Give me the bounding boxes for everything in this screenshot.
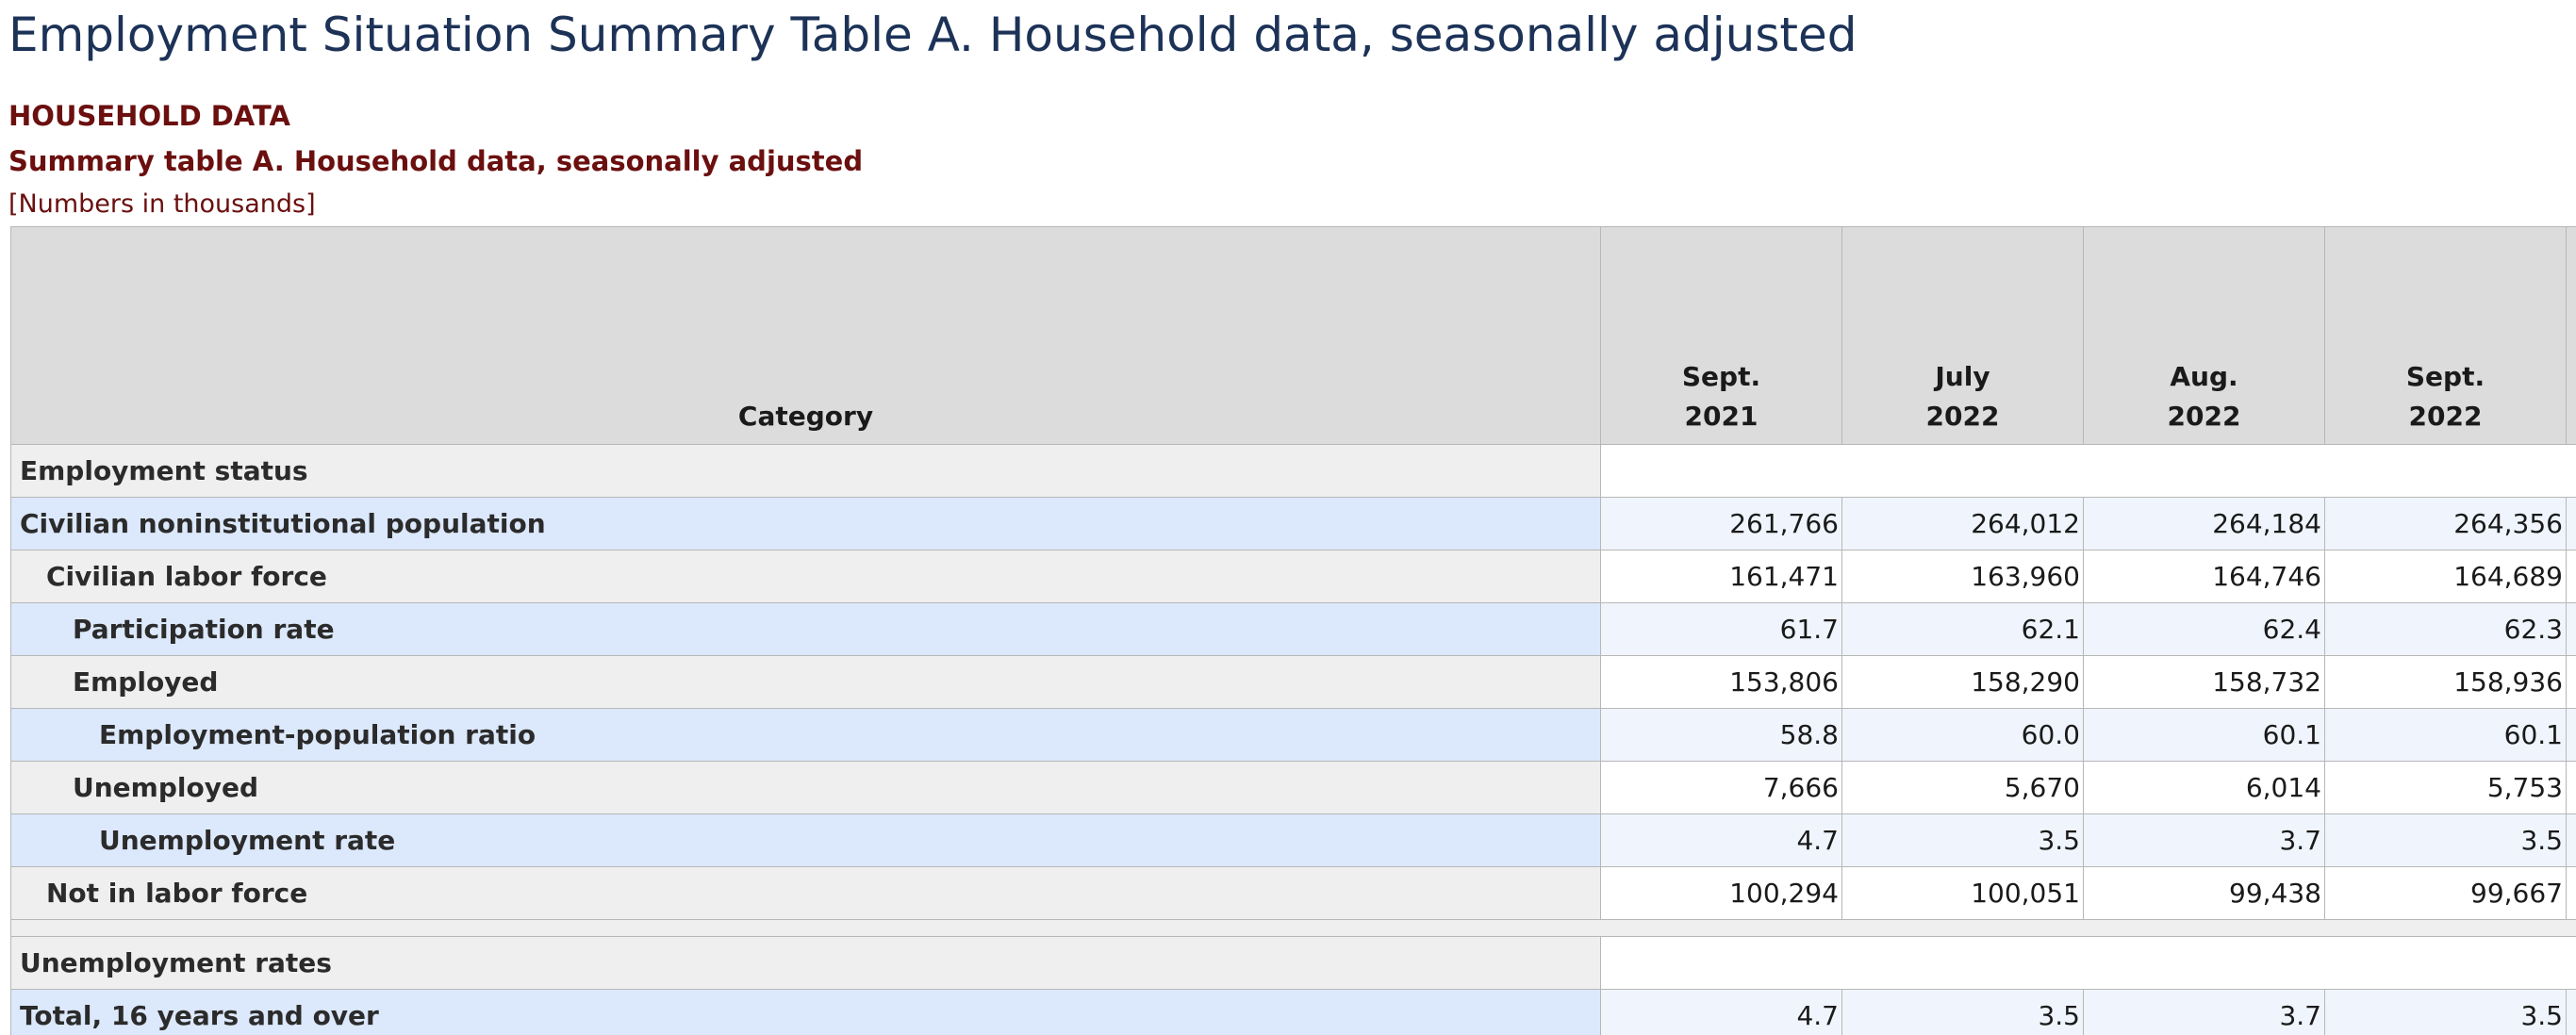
section-heading: Unemployment rates bbox=[10, 936, 1601, 990]
column-header-sept-2022: Sept. 2022 bbox=[2324, 226, 2567, 445]
cell-value: 62.3 bbox=[2324, 602, 2567, 656]
table-header-row: Category Sept. 2021 July 2022 Aug. 2022 … bbox=[10, 226, 2576, 445]
table-row-employed: Employed 153,806 158,290 158,732 158,936 bbox=[10, 655, 2576, 709]
cell-value: 5,753 bbox=[2324, 761, 2567, 814]
cell-value: 58.8 bbox=[1600, 708, 1842, 762]
cell-value: 61.7 bbox=[1600, 602, 1842, 656]
column-header-year: 2022 bbox=[1925, 401, 2000, 432]
column-header-year: 2022 bbox=[2167, 401, 2241, 432]
column-header-year: 2021 bbox=[1684, 401, 1759, 432]
cell-value: 100,051 bbox=[1841, 866, 2084, 920]
cell-value: 7,666 bbox=[1600, 761, 1842, 814]
column-header-sept-2021: Sept. 2021 bbox=[1600, 226, 1842, 445]
cell-value: 60.0 bbox=[1841, 708, 2084, 762]
table-row-civilian-noninstitutional-population: Civilian noninstitutional population 261… bbox=[10, 497, 2576, 550]
cell-value bbox=[2566, 550, 2576, 603]
cell-value: 99,438 bbox=[2083, 866, 2325, 920]
section-row-unemployment-rates: Unemployment rates bbox=[10, 936, 2576, 990]
row-label: Civilian noninstitutional population bbox=[10, 497, 1601, 550]
cell-value bbox=[2566, 655, 2576, 709]
cell-value: 264,356 bbox=[2324, 497, 2567, 550]
row-label: Total, 16 years and over bbox=[10, 989, 1601, 1035]
column-header-truncated bbox=[2566, 226, 2576, 445]
column-header-category: Category bbox=[10, 226, 1601, 445]
cell-value: 153,806 bbox=[1600, 655, 1842, 709]
row-label: Employment-population ratio bbox=[10, 708, 1601, 762]
table-row-participation-rate: Participation rate 61.7 62.1 62.4 62.3 bbox=[10, 602, 2576, 656]
section-heading: Employment status bbox=[10, 444, 1601, 498]
table-row-unemployment-rate: Unemployment rate 4.7 3.5 3.7 3.5 bbox=[10, 813, 2576, 867]
table-row-employment-population-ratio: Employment-population ratio 58.8 60.0 60… bbox=[10, 708, 2576, 762]
section-row-employment-status: Employment status bbox=[10, 444, 2576, 498]
cell-value: 4.7 bbox=[1600, 813, 1842, 867]
cell-value: 3.5 bbox=[2324, 989, 2567, 1035]
cell-value: 3.5 bbox=[2324, 813, 2567, 867]
cell-value: 100,294 bbox=[1600, 866, 1842, 920]
row-label: Civilian labor force bbox=[10, 550, 1601, 603]
column-header-year: 2022 bbox=[2408, 401, 2483, 432]
cell-value: 4.7 bbox=[1600, 989, 1842, 1035]
row-label: Participation rate bbox=[10, 602, 1601, 656]
cell-value: 3.5 bbox=[1841, 813, 2084, 867]
cell-value: 99,667 bbox=[2324, 866, 2567, 920]
column-header-month: Sept. bbox=[2405, 361, 2485, 392]
cell-value: 6,014 bbox=[2083, 761, 2325, 814]
cell-value: 3.5 bbox=[1841, 989, 2084, 1035]
row-label: Unemployed bbox=[10, 761, 1601, 814]
cell-value bbox=[2566, 602, 2576, 656]
cell-value: 261,766 bbox=[1600, 497, 1842, 550]
table-row-civilian-labor-force: Civilian labor force 161,471 163,960 164… bbox=[10, 550, 2576, 603]
cell-value: 60.1 bbox=[2083, 708, 2325, 762]
column-header-month: July bbox=[1935, 361, 1990, 392]
cell-value: 163,960 bbox=[1841, 550, 2084, 603]
cell-value: 3.7 bbox=[2083, 813, 2325, 867]
cell-value: 158,290 bbox=[1841, 655, 2084, 709]
cell-value: 164,689 bbox=[2324, 550, 2567, 603]
column-header-month: Aug. bbox=[2170, 361, 2238, 392]
table-title: Summary table A. Household data, seasona… bbox=[8, 145, 864, 177]
units-note: [Numbers in thousands] bbox=[8, 189, 316, 219]
table-row-unemployed: Unemployed 7,666 5,670 6,014 5,753 bbox=[10, 761, 2576, 814]
cell-value bbox=[2566, 761, 2576, 814]
cell-value bbox=[2566, 708, 2576, 762]
section-spacer-row bbox=[10, 919, 2576, 937]
cell-value: 264,012 bbox=[1841, 497, 2084, 550]
cell-value bbox=[2566, 989, 2576, 1035]
cell-value: 161,471 bbox=[1600, 550, 1842, 603]
column-header-july-2022: July 2022 bbox=[1841, 226, 2084, 445]
row-label: Unemployment rate bbox=[10, 813, 1601, 867]
cell-value: 5,670 bbox=[1841, 761, 2084, 814]
cell-value bbox=[2566, 813, 2576, 867]
row-label: Not in labor force bbox=[10, 866, 1601, 920]
table-row-total-16-years-and-over: Total, 16 years and over 4.7 3.5 3.7 3.5 bbox=[10, 989, 2576, 1035]
cell-value: 60.1 bbox=[2324, 708, 2567, 762]
cell-value bbox=[2566, 497, 2576, 550]
household-data-table: Category Sept. 2021 July 2022 Aug. 2022 … bbox=[10, 226, 2576, 1035]
page-title: Employment Situation Summary Table A. Ho… bbox=[8, 8, 1858, 62]
table-row-not-in-labor-force: Not in labor force 100,294 100,051 99,43… bbox=[10, 866, 2576, 920]
cell-value: 158,936 bbox=[2324, 655, 2567, 709]
cell-value: 3.7 bbox=[2083, 989, 2325, 1035]
row-label: Employed bbox=[10, 655, 1601, 709]
column-header-aug-2022: Aug. 2022 bbox=[2083, 226, 2325, 445]
cell-value: 62.4 bbox=[2083, 602, 2325, 656]
cell-value: 264,184 bbox=[2083, 497, 2325, 550]
cell-value: 62.1 bbox=[1841, 602, 2084, 656]
cell-value: 158,732 bbox=[2083, 655, 2325, 709]
cell-value bbox=[2566, 866, 2576, 920]
section-label: HOUSEHOLD DATA bbox=[8, 100, 290, 132]
column-header-month: Sept. bbox=[1681, 361, 1761, 392]
cell-value: 164,746 bbox=[2083, 550, 2325, 603]
